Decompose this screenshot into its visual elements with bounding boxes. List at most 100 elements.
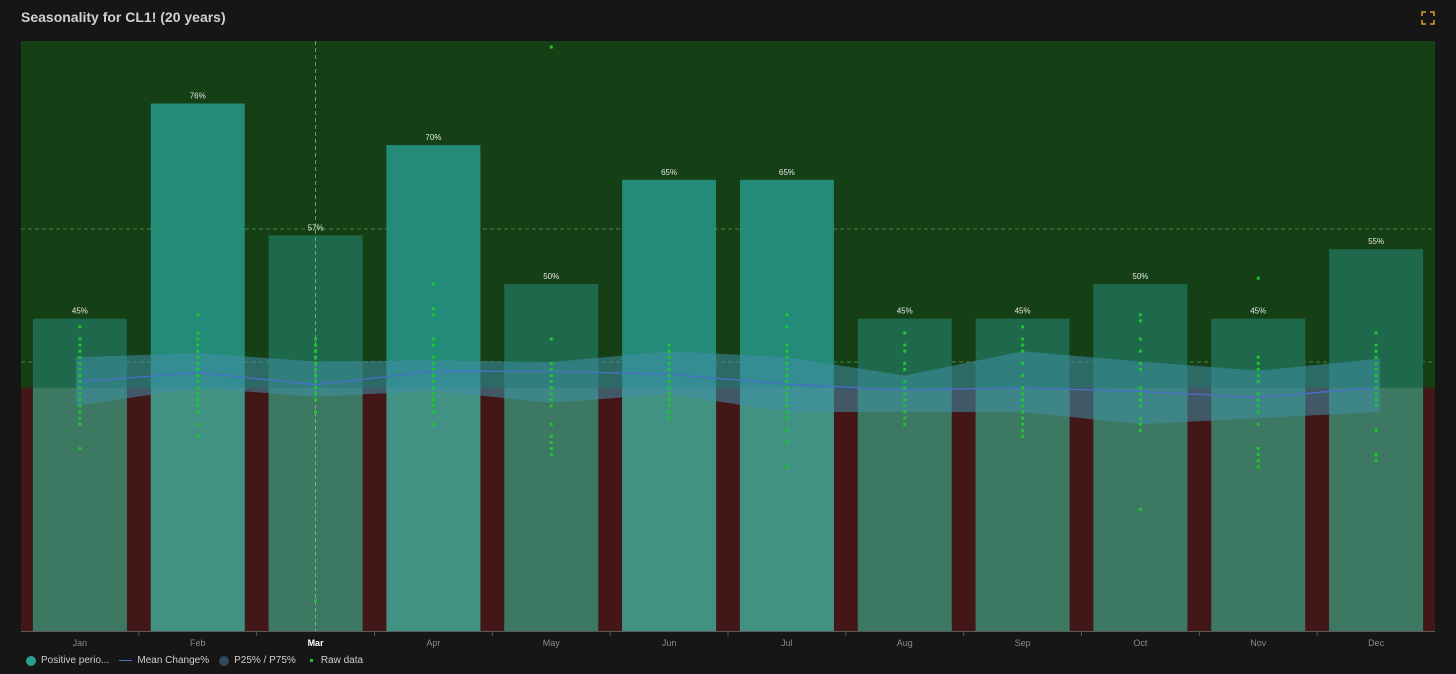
raw-point <box>903 343 907 347</box>
raw-point <box>1374 331 1378 335</box>
bar-lower-sep <box>975 387 1070 631</box>
raw-point <box>785 367 789 371</box>
expand-icon[interactable] <box>1421 11 1435 25</box>
raw-point <box>1256 459 1260 463</box>
raw-point <box>1021 422 1025 426</box>
raw-point <box>1021 404 1025 408</box>
positive-region <box>21 41 1435 388</box>
raw-point <box>1256 465 1260 469</box>
raw-point <box>667 398 671 402</box>
raw-point <box>1021 374 1025 378</box>
x-tick-label-oct: Oct <box>1133 638 1148 648</box>
raw-point <box>1374 380 1378 384</box>
raw-point <box>1021 325 1025 329</box>
raw-point <box>1256 392 1260 396</box>
bar-lower-nov <box>1211 387 1306 631</box>
raw-point <box>431 380 435 384</box>
raw-point <box>1256 367 1260 371</box>
raw-point <box>1021 349 1025 353</box>
raw-point <box>1256 361 1260 365</box>
bar-label-feb: 76% <box>190 91 206 100</box>
legend-swatch-raw <box>309 659 313 662</box>
raw-point <box>1021 434 1025 438</box>
raw-point <box>785 349 789 353</box>
raw-point <box>785 374 789 378</box>
raw-point <box>1138 422 1142 426</box>
raw-point <box>78 392 82 396</box>
raw-point <box>1256 398 1260 402</box>
bar-label-oct: 50% <box>1132 272 1148 281</box>
raw-point <box>314 361 318 365</box>
legend-label-positive: Positive perio... <box>41 655 110 666</box>
raw-point <box>667 380 671 384</box>
raw-point <box>1021 398 1025 402</box>
raw-point <box>549 380 553 384</box>
raw-point <box>903 386 907 390</box>
raw-point <box>1138 319 1142 323</box>
raw-point <box>314 367 318 371</box>
raw-point <box>549 404 553 408</box>
raw-point <box>1138 416 1142 420</box>
raw-point <box>785 398 789 402</box>
raw-point <box>667 410 671 414</box>
raw-point <box>314 349 318 353</box>
raw-point <box>1021 392 1025 396</box>
raw-point <box>785 343 789 347</box>
raw-point <box>1138 367 1142 371</box>
raw-point <box>314 386 318 390</box>
raw-point <box>785 380 789 384</box>
raw-point <box>785 361 789 365</box>
raw-point <box>1138 361 1142 365</box>
mean-line <box>79 370 1377 399</box>
legend-item-percentiles[interactable]: P25% / P75% <box>219 655 296 666</box>
raw-point <box>196 367 200 371</box>
raw-point <box>667 374 671 378</box>
legend-label-raw: Raw data <box>320 655 364 666</box>
raw-point <box>78 398 82 402</box>
raw-point <box>549 367 553 371</box>
legend-item-raw[interactable]: Raw data <box>306 655 363 666</box>
raw-point <box>549 398 553 402</box>
raw-point <box>314 599 318 603</box>
raw-point <box>903 404 907 408</box>
raw-point <box>1374 392 1378 396</box>
legend-item-mean[interactable]: Mean Change% <box>119 655 209 666</box>
bar-lower-dec <box>1329 387 1424 631</box>
raw-data-points <box>78 45 1378 603</box>
raw-point <box>78 343 82 347</box>
raw-point <box>431 374 435 378</box>
raw-point <box>903 410 907 414</box>
raw-point <box>78 410 82 414</box>
raw-point <box>314 374 318 378</box>
raw-point <box>785 410 789 414</box>
raw-point <box>549 361 553 365</box>
raw-point <box>785 313 789 317</box>
raw-point <box>903 416 907 420</box>
raw-point <box>314 337 318 341</box>
raw-point <box>1021 361 1025 365</box>
raw-point <box>903 380 907 384</box>
raw-point <box>196 422 200 426</box>
raw-point <box>1374 428 1378 432</box>
raw-point <box>196 410 200 414</box>
raw-point <box>549 374 553 378</box>
raw-point <box>196 404 200 408</box>
raw-point <box>1374 355 1378 359</box>
raw-point <box>1138 398 1142 402</box>
raw-point <box>196 392 200 396</box>
legend-label-mean: Mean Change% <box>137 655 210 666</box>
raw-point <box>785 440 789 444</box>
legend-swatch-positive <box>26 655 36 666</box>
raw-point <box>1374 453 1378 457</box>
raw-point <box>785 355 789 359</box>
bar-dec <box>1329 249 1424 631</box>
bar-label-jan: 45% <box>72 307 88 316</box>
raw-point <box>314 398 318 402</box>
raw-point <box>667 404 671 408</box>
bar-label-apr: 70% <box>425 133 441 142</box>
legend-item-positive[interactable]: Positive perio... <box>26 655 109 666</box>
raw-point <box>1374 367 1378 371</box>
raw-point <box>1256 374 1260 378</box>
legend-label-percentiles: P25% / P75% <box>234 655 296 666</box>
raw-point <box>1021 343 1025 347</box>
